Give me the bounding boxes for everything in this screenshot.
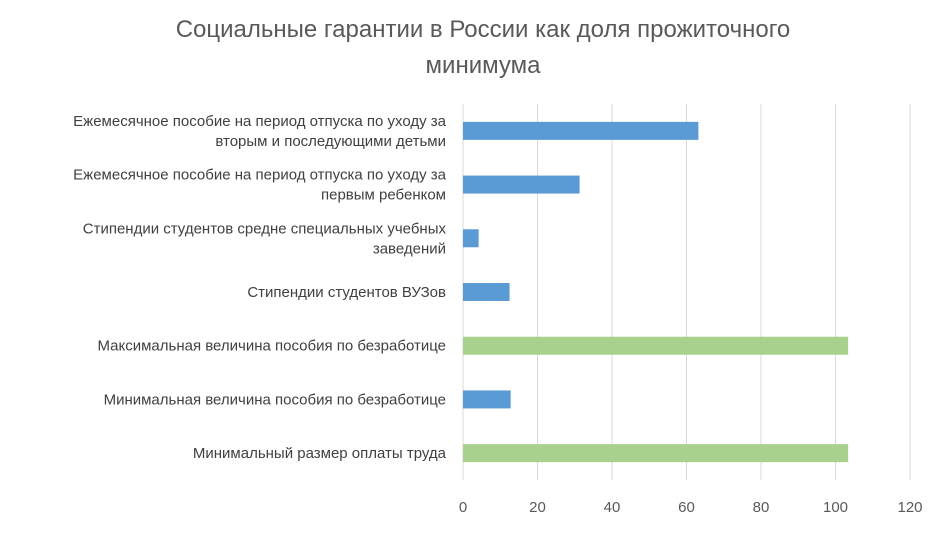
category-label: Минимальный размер оплаты труда	[193, 445, 447, 462]
bar	[463, 175, 580, 194]
bar	[463, 229, 479, 248]
chart-title-line-2: минимума	[425, 52, 541, 79]
x-tick-label: 60	[678, 499, 695, 516]
bar	[463, 444, 849, 463]
bar	[463, 121, 699, 140]
category-label: Ежемесячное пособие на период отпуска по…	[73, 113, 446, 150]
category-label: Максимальная величина пособия по безрабо…	[97, 338, 446, 355]
bar	[463, 390, 511, 409]
bars	[463, 121, 849, 463]
category-label: Ежемесячное пособие на период отпуска по…	[73, 167, 446, 204]
x-tick-label: 120	[897, 499, 922, 516]
x-tick-label: 20	[529, 499, 546, 516]
x-tick-label: 0	[459, 499, 467, 516]
category-label: Стипендии студентов ВУЗов	[247, 284, 446, 301]
category-label: Стипендии студентов средне специальных у…	[83, 220, 447, 257]
category-label: Минимальная величина пособия по безработ…	[104, 391, 446, 408]
chart-title-line-1: Социальные гарантии в России как доля пр…	[175, 16, 791, 43]
x-tick-label: 80	[753, 499, 770, 516]
category-labels: Ежемесячное пособие на период отпуска по…	[73, 113, 446, 462]
bar	[463, 336, 849, 355]
gridlines	[462, 104, 911, 480]
x-tick-label: 100	[823, 499, 848, 516]
chart-title: Социальные гарантии в России как доля пр…	[0, 12, 952, 84]
x-axis-tick-labels: 0 20 40 60 80 100 120	[459, 499, 923, 516]
bar	[463, 283, 510, 301]
x-tick-label: 40	[604, 499, 621, 516]
